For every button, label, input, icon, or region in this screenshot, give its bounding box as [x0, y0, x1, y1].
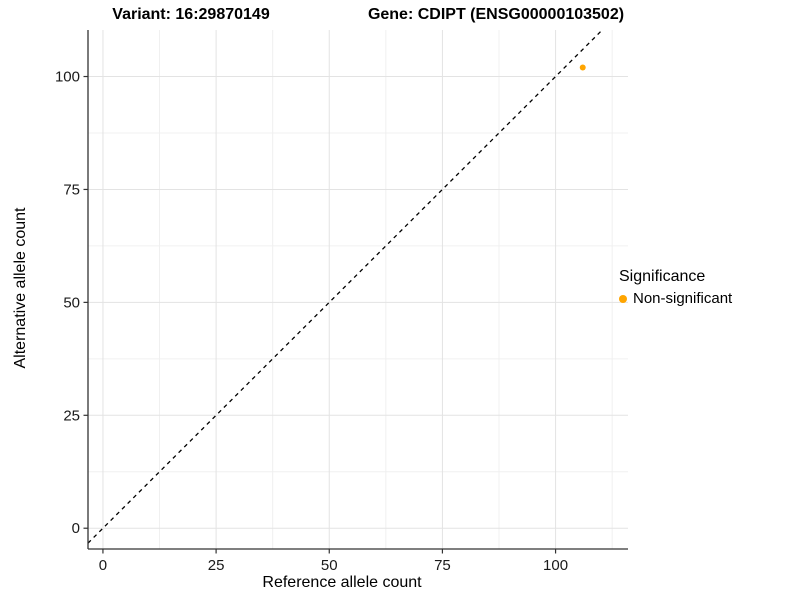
- x-tick-label: 100: [543, 557, 568, 574]
- legend-item-label: Non-significant: [633, 290, 733, 307]
- y-tick-label: 100: [55, 69, 80, 86]
- data-point: [579, 64, 586, 71]
- x-axis-label: Reference allele count: [262, 574, 422, 591]
- y-tick-label: 25: [63, 407, 80, 424]
- plot-title-variant: Variant: 16:29870149: [112, 6, 270, 23]
- y-axis-label: Alternative allele count: [12, 207, 29, 369]
- identity-reference-line: [87, 29, 603, 544]
- legend-point-icon: [619, 294, 627, 303]
- legend: Significance Non-significant: [619, 268, 732, 307]
- x-tick-label: 25: [208, 557, 225, 574]
- y-tick-label: 75: [63, 181, 80, 198]
- y-tick-label: 0: [72, 520, 80, 537]
- y-tick-label: 50: [63, 294, 80, 311]
- x-tick-label: 50: [321, 557, 338, 574]
- x-tick-label: 75: [434, 557, 451, 574]
- x-tick-label: 0: [99, 557, 107, 574]
- plot-title-gene: Gene: CDIPT (ENSG00000103502): [367, 6, 625, 23]
- legend-title: Significance: [619, 268, 706, 285]
- legend-item: Non-significant: [619, 290, 732, 307]
